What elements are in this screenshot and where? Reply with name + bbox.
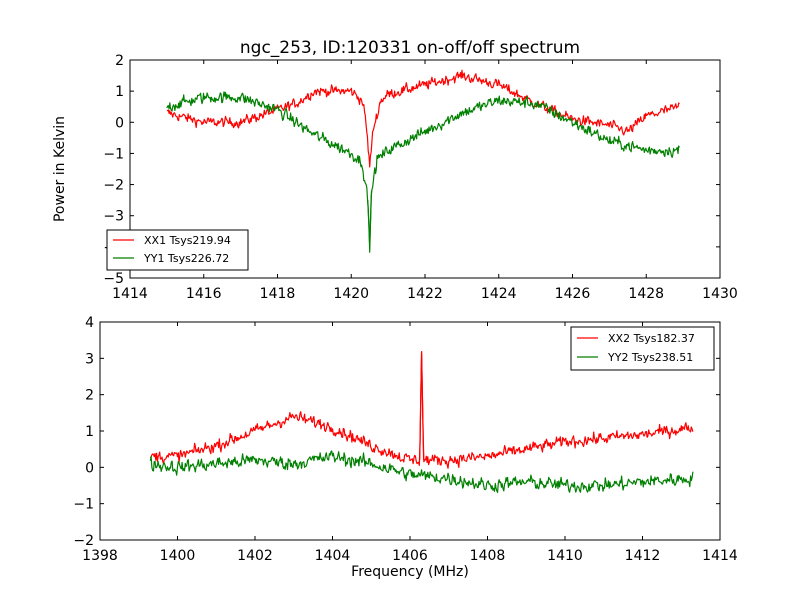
bottom-y-tick-label-2: 2 — [85, 388, 94, 404]
top-y-tick-label-0: 2 — [115, 53, 124, 69]
top-x-tick-label-7: 1428 — [628, 286, 664, 302]
bottom-y-tick-label-1: 3 — [85, 351, 94, 367]
bottom-panel: 1398 1400 1402 1404 1406 1408 1410 1412 1414 4 3 2 1… — [73, 315, 738, 580]
top-y-tick-label-1: 1 — [115, 84, 124, 100]
top-y-tick-label-5: −3 — [103, 209, 124, 225]
legend-label-yy1: YY1 Tsys226.72 — [143, 252, 229, 265]
top-x-tick-label-0: 1414 — [112, 286, 148, 302]
bottom-x-tick-label-4: 1406 — [392, 548, 428, 564]
chart-title: ngc_253, ID:120331 on-off/off spectrum — [240, 38, 580, 58]
bottom-series-line-1 — [149, 450, 694, 493]
bottom-y-tick-label-4: 0 — [85, 460, 94, 476]
bottom-x-tick-label-7: 1412 — [625, 548, 661, 564]
top-x-tick-label-8: 1430 — [702, 286, 738, 302]
x-axis-label: Frequency (MHz) — [351, 564, 469, 580]
bottom-x-tick-label-3: 1404 — [315, 548, 351, 564]
bottom-y-tick-label-5: −1 — [73, 497, 94, 513]
top-x-tick-label-6: 1426 — [555, 286, 591, 302]
top-ticks-group: 1414 1416 1418 1420 1422 1424 1426 1428 1430 2 1 0 −… — [103, 53, 737, 302]
legend-label-xx2: XX2 Tsys182.37 — [608, 332, 695, 345]
bottom-series-group — [149, 351, 694, 493]
bottom-legend-box — [570, 326, 715, 371]
top-series-spike-1-8 — [367, 190, 373, 247]
top-y-tick-label-4: −2 — [103, 178, 124, 194]
top-y-tick-label-3: −1 — [103, 146, 124, 162]
bottom-x-tick-label-5: 1408 — [470, 548, 506, 564]
bottom-y-tick-label-6: −2 — [73, 533, 94, 549]
bottom-series-spike-0-9 — [419, 351, 425, 461]
legend-label-xx1: XX1 Tsys219.94 — [144, 234, 231, 247]
y-axis-label: Power in Kelvin — [52, 116, 68, 222]
top-legend-box — [106, 229, 249, 271]
top-panel: ngc_253, ID:120331 on-off/off spectrum P… — [52, 38, 738, 302]
top-y-tick-label-7: −5 — [103, 271, 124, 287]
bottom-legend: XX2 Tsys182.37 YY2 Tsys238.51 — [570, 326, 715, 371]
bottom-x-tick-label-1: 1400 — [160, 548, 196, 564]
bottom-x-tick-label-2: 1402 — [237, 548, 273, 564]
bottom-x-tick-label-0: 1398 — [82, 548, 118, 564]
bottom-y-tick-label-0: 4 — [85, 315, 94, 331]
bottom-x-tick-label-8: 1414 — [702, 548, 738, 564]
top-y-tick-label-2: 0 — [115, 115, 124, 131]
top-x-tick-label-4: 1422 — [407, 286, 443, 302]
bottom-x-tick-label-6: 1410 — [547, 548, 583, 564]
legend-label-yy2: YY2 Tsys238.51 — [607, 351, 693, 364]
top-x-tick-label-5: 1424 — [481, 286, 517, 302]
top-series-line-0 — [166, 69, 680, 168]
top-x-tick-label-1: 1416 — [186, 286, 222, 302]
top-x-tick-label-2: 1418 — [260, 286, 296, 302]
top-x-tick-label-3: 1420 — [333, 286, 369, 302]
bottom-y-tick-label-3: 1 — [85, 424, 94, 440]
bottom-ticks-group: 1398 1400 1402 1404 1406 1408 1410 1412 1414 4 3 2 1… — [73, 315, 738, 564]
top-series-line-1 — [166, 91, 680, 253]
top-legend: XX1 Tsys219.94 YY1 Tsys226.72 — [106, 229, 249, 271]
top-series-group — [166, 69, 680, 253]
